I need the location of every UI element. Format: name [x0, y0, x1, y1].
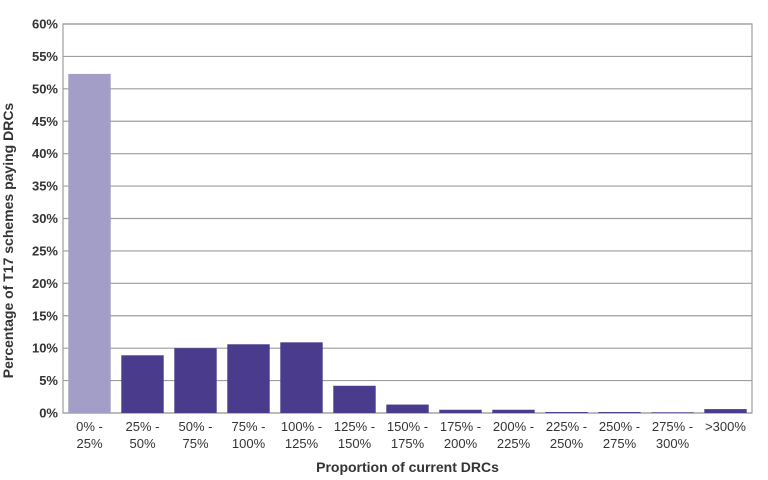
y-tick-label: 40%: [32, 146, 58, 161]
x-tick-label: 150% -175%: [387, 419, 428, 451]
x-tick-label: 275% -300%: [652, 419, 693, 451]
bar: [598, 412, 641, 413]
y-tick-label: 50%: [32, 81, 58, 96]
x-tick-label: >300%: [705, 419, 746, 434]
bar: [651, 412, 694, 413]
y-tick-label: 30%: [32, 211, 58, 226]
bar: [492, 409, 535, 413]
y-tick-label: 0%: [39, 406, 58, 421]
x-tick-label: 50% -75%: [179, 419, 213, 451]
x-axis-title: Proportion of current DRCs: [316, 459, 499, 475]
bar: [439, 409, 482, 413]
x-tick-label: 250% -275%: [599, 419, 640, 451]
x-tick-label: 125% -150%: [334, 419, 375, 451]
x-tick-label: 100% -125%: [281, 419, 322, 451]
bar: [704, 409, 747, 413]
y-tick-label: 25%: [32, 243, 58, 258]
bar: [280, 342, 323, 413]
x-tick-label: 175% -200%: [440, 419, 481, 451]
y-tick-label: 5%: [39, 373, 58, 388]
bar: [545, 412, 588, 413]
y-tick-label: 20%: [32, 276, 58, 291]
y-tick-label: 60%: [32, 17, 58, 32]
x-tick-labels: 0% -25% 25% -50% 50% -75% 75% -100% 100% -12…: [76, 419, 746, 451]
y-tick-label: 15%: [32, 308, 58, 323]
bars: [68, 73, 747, 414]
x-tick-label: 225% -250%: [546, 419, 587, 451]
bar: [227, 344, 270, 413]
y-axis-title: Percentage of T17 schemes paying DRCs: [0, 103, 16, 379]
x-tick-label: 25% -50%: [126, 419, 160, 451]
x-tick-label: 0% -25%: [76, 419, 103, 451]
x-tick-label: 75% -100%: [232, 419, 266, 451]
y-tick-label: 55%: [32, 49, 58, 64]
y-tick-labels: 0% 5% 10% 15% 20% 25% 30% 35% 40% 45% 50% 55% 60%: [32, 17, 58, 421]
bar: [174, 348, 217, 413]
x-tick-label: 200% -225%: [493, 419, 534, 451]
y-tick-label: 35%: [32, 179, 58, 194]
y-tick-label: 10%: [32, 341, 58, 356]
bar: [121, 355, 164, 413]
bar: [386, 404, 429, 413]
bar: [333, 385, 376, 413]
gridlines: [62, 23, 753, 414]
bar: [68, 73, 111, 414]
y-tick-label: 45%: [32, 114, 58, 129]
